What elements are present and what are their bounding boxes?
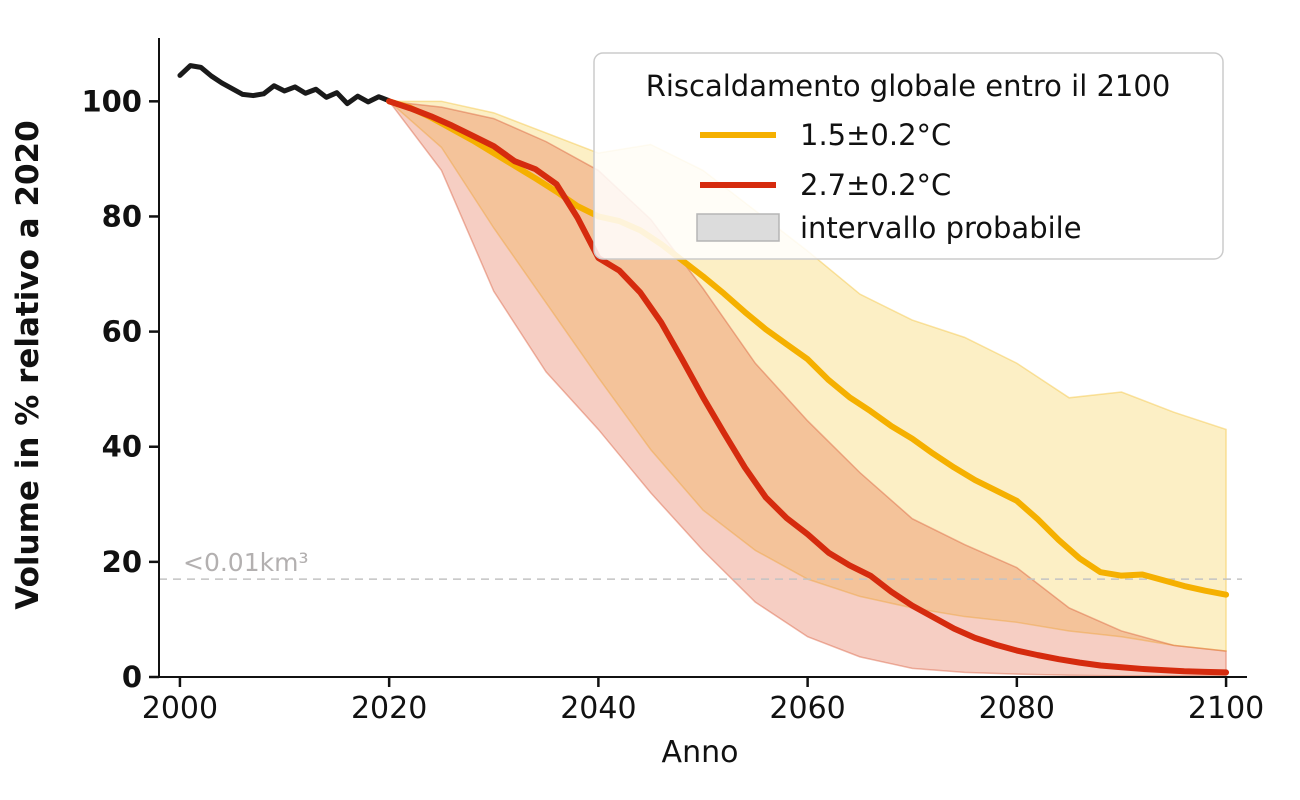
legend-label-probable-range: intervallo probabile: [800, 211, 1082, 245]
y-axis-label: Volume in % relativo a 2020: [10, 120, 46, 609]
legend-item-1-5C: 1.5±0.2°C: [700, 118, 951, 152]
y-tick-label: 60: [102, 315, 142, 349]
legend: Riscaldamento globale entro il 2100 1.5±…: [593, 52, 1224, 260]
x-tick-label: 2040: [560, 691, 636, 726]
legend-title: Riscaldamento globale entro il 2100: [646, 69, 1171, 103]
legend-item-2-7C: 2.7±0.2°C: [700, 168, 951, 202]
legend-label-1-5C: 1.5±0.2°C: [800, 118, 951, 152]
x-tick-label: 2000: [142, 691, 218, 726]
x-tick-label: 2100: [1188, 691, 1264, 726]
x-axis-label: Anno: [662, 735, 739, 770]
x-tick-label: 2060: [769, 691, 845, 726]
legend-label-2-7C: 2.7±0.2°C: [800, 168, 951, 202]
legend-swatch-probable-range-patch: [696, 213, 780, 242]
y-tick-label: 100: [81, 84, 142, 118]
x-ticks: 2000 2020 2040 2060 2080 2100: [142, 677, 1264, 726]
line-2-7C: [386, 98, 1230, 676]
historical-line: [177, 63, 392, 107]
data-series-lines: [177, 63, 1230, 676]
legend-item-probable-range: intervallo probabile: [696, 211, 1082, 245]
y-ticks: 0 20 40 60 80 100: [81, 84, 159, 694]
x-tick-label: 2080: [979, 691, 1055, 726]
y-tick-label: 80: [102, 199, 142, 233]
x-tick-label: 2020: [351, 691, 427, 726]
line-1-5C: [386, 98, 1230, 598]
y-tick-label: 0: [122, 660, 142, 694]
legend-box: [593, 52, 1224, 260]
y-tick-label: 20: [102, 545, 142, 579]
y-tick-label: 40: [102, 430, 142, 464]
threshold-annotation: <0.01km³: [183, 548, 308, 577]
